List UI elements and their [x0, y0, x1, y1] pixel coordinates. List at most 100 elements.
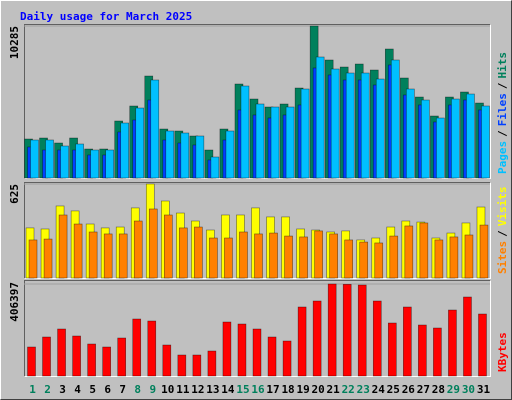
- x-tick-label: 6: [104, 383, 111, 396]
- bar: [285, 106, 295, 179]
- legend-entry: Hits: [496, 52, 509, 79]
- panel-edge-dark: [24, 24, 491, 179]
- bar: [192, 354, 202, 377]
- legend-entry: Sites: [496, 241, 509, 274]
- bar: [419, 222, 429, 279]
- x-tick-label: 29: [447, 383, 460, 396]
- bar: [224, 237, 233, 279]
- legend: KBytes: [496, 332, 509, 372]
- x-tick-label: 11: [176, 383, 190, 396]
- bar: [327, 283, 337, 377]
- bar: [344, 239, 353, 279]
- bar: [195, 135, 205, 179]
- bar: [165, 130, 175, 179]
- bar: [270, 106, 280, 179]
- bar: [73, 223, 83, 279]
- x-tick-label: 31: [477, 383, 491, 396]
- bar: [389, 235, 399, 279]
- bar: [434, 239, 444, 279]
- bar: [103, 233, 113, 279]
- bar: [479, 224, 489, 279]
- y-tick-label: 10285: [8, 26, 21, 59]
- chart-title: Daily usage for March 2025: [20, 10, 192, 23]
- bar: [28, 239, 38, 279]
- legend-entry: KBytes: [496, 332, 509, 372]
- bar: [87, 343, 96, 377]
- x-tick-label: 30: [462, 383, 475, 396]
- x-tick-label: 18: [281, 383, 294, 396]
- x-tick-label: 13: [206, 383, 219, 396]
- bar: [255, 103, 265, 179]
- bar: [387, 322, 397, 377]
- bar: [284, 235, 293, 279]
- x-tick-label: 28: [432, 383, 445, 396]
- x-tick-label: 16: [251, 383, 265, 396]
- panel-edge-light: [24, 182, 491, 279]
- bar: [180, 132, 190, 179]
- bar: [314, 230, 323, 279]
- bar: [282, 340, 292, 377]
- bar: [345, 72, 355, 179]
- x-tick-label: 9: [149, 383, 156, 396]
- y-tick-label: 406397: [8, 282, 21, 322]
- bar: [267, 336, 277, 377]
- bar: [421, 99, 430, 179]
- bar: [42, 336, 51, 377]
- bar: [148, 208, 158, 279]
- bar: [162, 344, 172, 377]
- x-tick-label: 5: [89, 383, 96, 396]
- panel-edge-dark: [24, 280, 491, 377]
- x-tick-label: 20: [312, 383, 325, 396]
- bar: [254, 233, 263, 279]
- bar: [404, 225, 414, 279]
- bar: [58, 214, 68, 279]
- legend-separator: /: [496, 130, 509, 137]
- bar: [72, 335, 81, 377]
- bar: [75, 143, 84, 179]
- legend: Pages / Files / Hits: [496, 52, 509, 174]
- x-tick-label: 21: [327, 383, 341, 396]
- x-tick-label: 2: [44, 383, 51, 396]
- bar: [60, 145, 69, 179]
- x-tick-label: 3: [59, 383, 66, 396]
- bar: [418, 324, 427, 377]
- bar: [30, 139, 39, 179]
- bar: [225, 130, 235, 179]
- x-tick-label: 14: [221, 383, 235, 396]
- bar: [150, 79, 160, 179]
- bar: [45, 139, 54, 179]
- panel-edge-dark: [24, 182, 491, 279]
- bar: [478, 313, 487, 377]
- bar: [117, 337, 127, 377]
- bar: [299, 236, 308, 279]
- x-tick-label: 22: [342, 383, 355, 396]
- bar: [179, 227, 188, 279]
- bar: [135, 107, 145, 179]
- bar: [359, 241, 369, 279]
- bar: [194, 226, 203, 279]
- bar: [147, 320, 157, 377]
- legend-separator: /: [496, 82, 509, 89]
- bar: [237, 323, 247, 377]
- bar: [360, 72, 370, 179]
- x-tick-label: 15: [236, 383, 249, 396]
- bar: [312, 300, 322, 377]
- bar: [403, 306, 412, 377]
- legend-entry: Files: [496, 93, 509, 126]
- panel-edge-light: [24, 280, 491, 377]
- legend: Sites / Visits: [496, 187, 509, 275]
- bar: [466, 93, 475, 179]
- bar: [372, 300, 382, 377]
- x-tick-label: 25: [387, 383, 400, 396]
- legend-entry: Visits: [496, 187, 509, 227]
- bar: [240, 85, 250, 179]
- bar: [463, 296, 472, 377]
- bar: [342, 284, 352, 377]
- bar: [105, 149, 114, 179]
- x-tick-label: 19: [296, 383, 309, 396]
- bar: [102, 346, 111, 377]
- x-tick-label: 24: [372, 383, 386, 396]
- bar: [222, 321, 232, 377]
- bar: [269, 232, 278, 279]
